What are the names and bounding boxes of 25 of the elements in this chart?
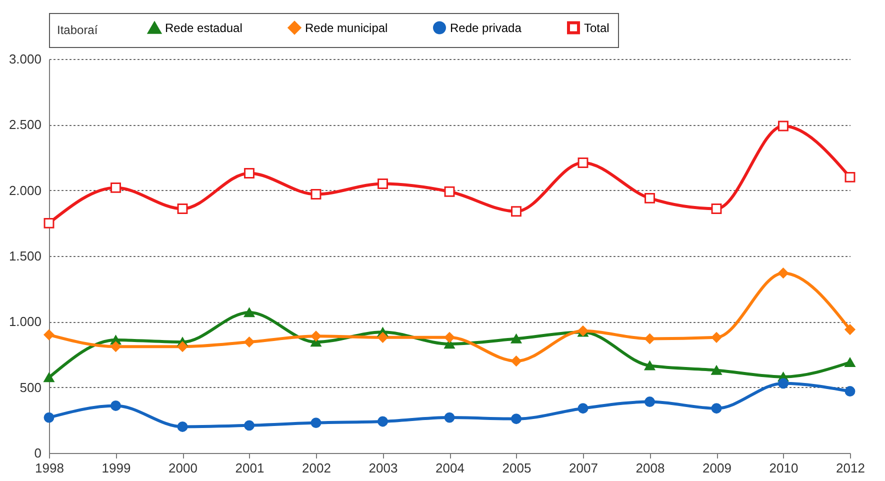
y-tick-label: 2.000 (8, 182, 42, 198)
y-tick-label: 500 (20, 380, 42, 395)
y-tick-label: 3.000 (8, 52, 42, 66)
y-tick-label: 2.500 (8, 117, 42, 132)
x-tick-label: 2003 (368, 460, 398, 476)
x-tick-label: 1999 (102, 460, 131, 476)
legend-label: Rede municipal (305, 20, 388, 35)
y-tick-label: 0 (34, 446, 42, 460)
x-tick-label: 2009 (702, 460, 732, 476)
legend-title: Itaboraí (57, 23, 98, 37)
y-tick-label: 1.000 (8, 314, 42, 330)
x-tick-label: 2001 (235, 460, 264, 476)
legend-label: Rede privada (450, 20, 522, 35)
x-tick-label: 1998 (35, 460, 64, 476)
legend-label: Total (584, 20, 610, 35)
x-tick-label: 2000 (168, 460, 198, 476)
x-tick-label: 2008 (636, 460, 665, 476)
x-tick-label: 2012 (836, 460, 865, 476)
x-tick-label: 2004 (436, 460, 464, 476)
x-tick-label: 2010 (769, 460, 798, 476)
x-tick-label: 2005 (502, 460, 532, 476)
y-tick-label: 1.500 (8, 248, 42, 264)
legend-label: Rede estadual (165, 21, 242, 36)
x-tick-label: 2002 (302, 460, 331, 476)
x-tick-label: 2007 (569, 460, 598, 476)
